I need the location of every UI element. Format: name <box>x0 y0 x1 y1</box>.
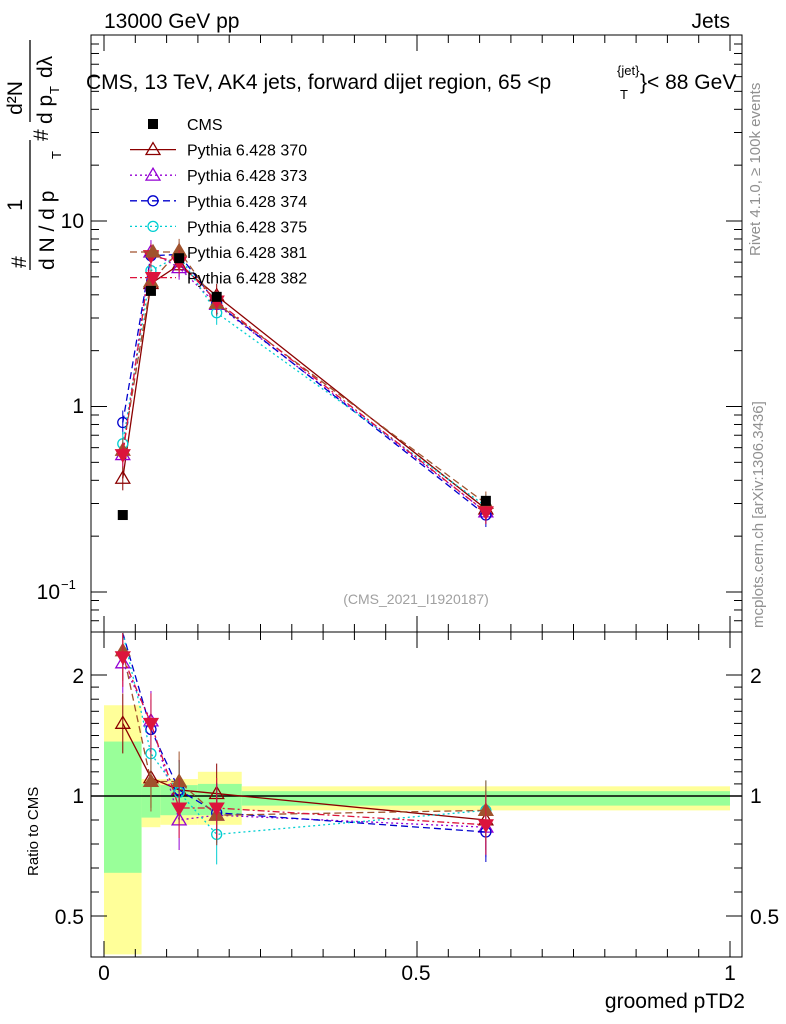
legend-entry: Pythia 6.428 375 <box>130 219 307 236</box>
title-superscript: {jet} <box>617 63 640 78</box>
series-line <box>122 254 487 513</box>
y-label-frac2-den-sub: T <box>47 86 62 94</box>
y-axis-label: # 1 d N / d p T # d²N d p T dλ <box>4 40 64 270</box>
ratio-panel <box>90 631 743 958</box>
series-line <box>122 254 487 507</box>
x-tick-label-0: 0 <box>98 962 110 985</box>
mcplots-label: mcplots.cern.ch [arXiv:1306.3436] <box>750 401 767 628</box>
ratio-point <box>142 717 160 732</box>
y-tick-label-0.1-exponent: −1 <box>61 577 76 592</box>
ratio-panel-ticks <box>91 632 742 957</box>
y-label-frac2-den: d p <box>34 95 57 124</box>
legend-entry: Pythia 6.428 373 <box>130 166 307 185</box>
y-label-hash-2: # <box>30 129 53 141</box>
legend-label: CMS <box>187 117 223 134</box>
legend-entry: Pythia 6.428 374 <box>130 194 307 211</box>
y-label-hash-1: # <box>8 256 31 268</box>
top-data-layer <box>114 238 494 528</box>
legend-entry: Pythia 6.428 370 <box>130 141 307 160</box>
main-panel-ticks <box>91 35 742 632</box>
title-main: CMS, 13 TeV, AK4 jets, forward dijet reg… <box>86 71 551 94</box>
main-panel: CMS Pythia 6.428 370 Pythia 6.428 373 Pythi… <box>86 34 743 633</box>
ratio-uncertainty-bands <box>91 705 742 955</box>
ratio-point <box>114 651 131 666</box>
inner-band <box>104 741 142 873</box>
legend-label: Pythia 6.428 374 <box>187 194 307 211</box>
cms-point <box>117 510 128 521</box>
legend-label: Pythia 6.428 381 <box>187 245 307 262</box>
title-end: }< 88 GeV <box>640 71 736 94</box>
legend-marker <box>144 272 162 286</box>
analysis-id: (CMS_2021_I1920187) <box>343 591 489 607</box>
legend-entry: CMS <box>148 117 223 134</box>
ratio-tick-label-right-1: 1 <box>750 785 762 808</box>
x-tick-label-1: 1 <box>724 962 736 985</box>
legend-label: Pythia 6.428 375 <box>187 219 307 236</box>
ratio-point <box>142 773 160 788</box>
cms-point <box>480 495 491 506</box>
ratio-point <box>114 715 131 729</box>
y-tick-label-1: 1 <box>72 395 84 418</box>
y-label-frac1-den-sub: T <box>49 151 64 159</box>
ratio-tick-label-1: 1 <box>72 785 84 808</box>
cms-point <box>145 285 156 296</box>
legend-label: Pythia 6.428 373 <box>187 168 307 185</box>
legend: CMS Pythia 6.428 370 Pythia 6.428 373 Pythi… <box>130 117 307 288</box>
ratio-tick-label-right-0.5: 0.5 <box>750 906 779 929</box>
ratio-tick-label-0.5: 0.5 <box>55 906 84 929</box>
ratio-tick-label-2: 2 <box>72 665 84 688</box>
legend-entry: Pythia 6.428 382 <box>130 271 307 288</box>
title-subscript: T <box>620 87 628 102</box>
ratio-point <box>477 819 494 834</box>
legend-marker <box>147 220 159 233</box>
y-tick-label-0.1: 10 <box>37 581 60 604</box>
ratio-point <box>170 802 188 817</box>
y-label-frac1-num: 1 <box>4 199 27 211</box>
legend-label: Pythia 6.428 382 <box>187 271 307 288</box>
y-label-frac2-num: d²N <box>4 81 27 115</box>
ratio-tick-label-right-2: 2 <box>750 665 762 688</box>
ratio-axis-label: Ratio to CMS <box>25 787 42 876</box>
series-point <box>114 470 131 484</box>
y-label-frac2-den-end: dλ <box>34 55 57 78</box>
y-tick-label-10: 10 <box>61 210 84 233</box>
y-label-frac1-den: d N / d p <box>36 191 59 270</box>
series-line <box>122 253 487 516</box>
x-axis-label: groomed pTD2 <box>605 990 745 1013</box>
legend-marker <box>148 119 158 129</box>
rivet-label: Rivet 4.1.0, ≥ 100k events <box>747 83 764 256</box>
cms-point <box>174 253 185 264</box>
plot-title: CMS, 13 TeV, AK4 jets, forward dijet reg… <box>86 71 551 94</box>
legend-marker <box>144 243 162 258</box>
legend-marker <box>144 166 162 181</box>
cms-point <box>211 291 222 302</box>
series-point <box>114 449 131 463</box>
legend-marker <box>144 141 162 156</box>
series-point <box>477 506 494 521</box>
ratio-data-layer <box>114 632 494 865</box>
energy-label: 13000 GeV pp <box>104 10 239 33</box>
ratio-point <box>208 802 225 817</box>
category-label: Jets <box>691 10 730 33</box>
x-tick-label-0.5: 0.5 <box>401 962 430 985</box>
legend-label: Pythia 6.428 370 <box>187 143 307 160</box>
legend-entry: Pythia 6.428 381 <box>130 243 307 262</box>
legend-marker <box>147 195 159 207</box>
